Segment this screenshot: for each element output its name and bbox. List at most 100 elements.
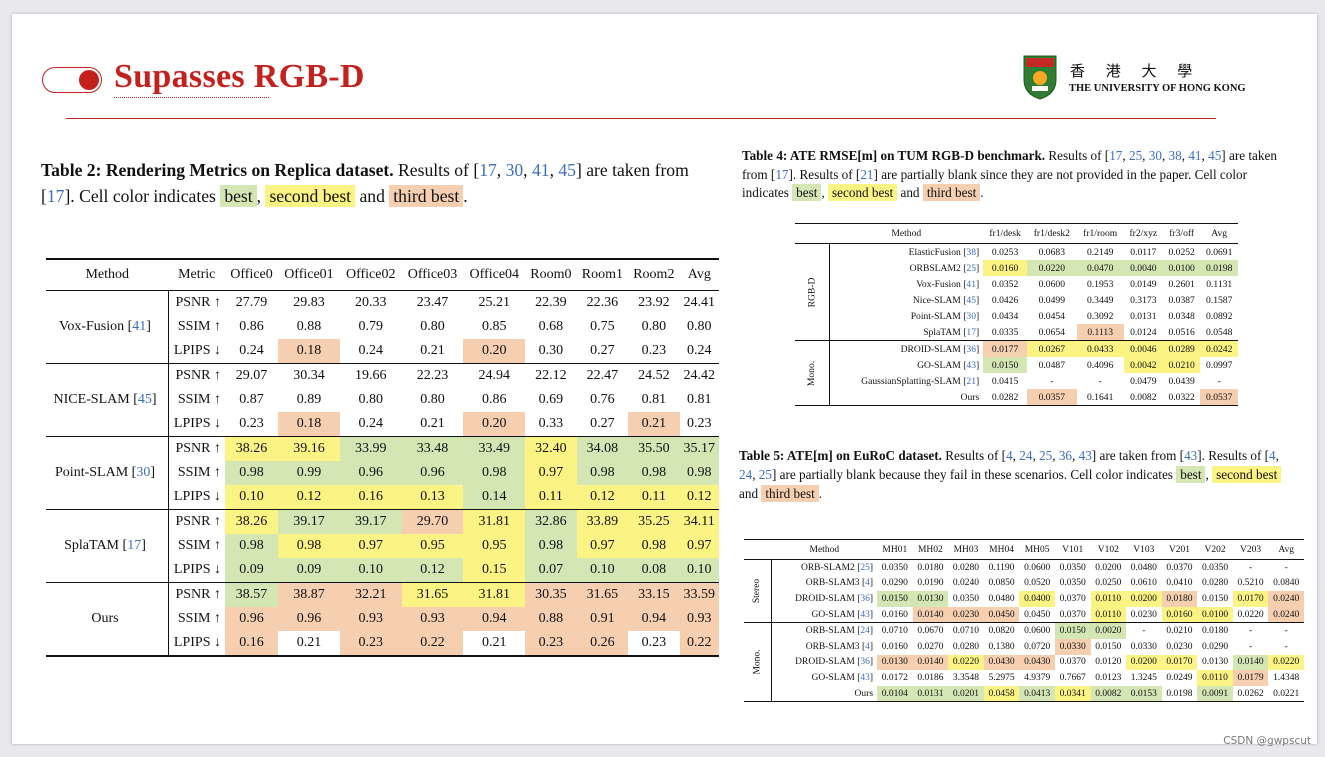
method-name: ORB-SLAM3 bbox=[805, 641, 860, 652]
value-cell: 0.0046 bbox=[1123, 340, 1163, 357]
value-cell: 38.26 bbox=[225, 436, 279, 461]
group-label-cell: Stereo bbox=[744, 559, 773, 623]
value-cell: 0.0335 bbox=[991, 326, 1019, 338]
citation-ref: 38 bbox=[1168, 148, 1182, 163]
value-cell: 0.89 bbox=[296, 392, 322, 407]
method-name: ElasticFusion bbox=[908, 246, 961, 258]
legend-third-best: third best bbox=[389, 184, 464, 207]
metric-cell: LPIPS ↓ bbox=[173, 416, 221, 431]
value-cell: 38.87 bbox=[278, 582, 340, 607]
value-cell: 0.33 bbox=[538, 416, 564, 431]
value-cell: 0.0250 bbox=[1095, 578, 1122, 589]
value-cell: 0.07 bbox=[525, 558, 577, 583]
caption-text: and bbox=[355, 185, 390, 206]
value-cell: 0.0150 bbox=[983, 357, 1027, 373]
caption-text: ] are taken from [ bbox=[742, 148, 1277, 182]
citation-ref: 43 bbox=[1184, 448, 1198, 463]
value-cell: 0.0683 bbox=[1038, 246, 1065, 258]
value-cell: - bbox=[1249, 562, 1253, 573]
table-row: Point-SLAM [30] PSNR ↑ 38.26 39.16 33.99 33.4… bbox=[46, 436, 719, 510]
table-row: Ours 0.0282 0.0357 0.1641 0.0082 0.0322 0.0537 bbox=[795, 389, 1238, 406]
value-cell: 0.91 bbox=[576, 607, 629, 631]
value-cell: 0.0400 bbox=[1019, 591, 1055, 607]
value-cell: 0.0230 bbox=[1166, 641, 1193, 652]
value-cell: 0.0180 bbox=[1161, 591, 1198, 607]
value-cell: 0.0282 bbox=[991, 391, 1019, 403]
value-cell: 0.0150 bbox=[877, 591, 913, 607]
table-row: RGB-D ElasticFusion [38] 0.0253 0.0683 0.214… bbox=[795, 243, 1238, 341]
value-cell: 0.0370 bbox=[1059, 657, 1086, 668]
value-cell: 0.16 bbox=[339, 485, 402, 510]
column-header: fr1/room bbox=[1083, 228, 1118, 239]
value-cell: - bbox=[1249, 626, 1253, 637]
value-cell: 30.34 bbox=[293, 368, 325, 383]
citation-ref: 17 bbox=[479, 160, 497, 180]
method-cell: DROID-SLAM [36] bbox=[795, 593, 874, 604]
value-cell: 0.0150 bbox=[1095, 641, 1122, 652]
value-cell: 29.70 bbox=[401, 509, 464, 534]
legend-third-best: third best bbox=[922, 184, 981, 202]
value-cell: 20.33 bbox=[354, 295, 387, 310]
title-divider bbox=[66, 118, 1216, 119]
value-cell: 25.21 bbox=[478, 295, 511, 310]
column-header: fr3/off bbox=[1169, 228, 1195, 239]
value-cell: 0.23 bbox=[687, 416, 712, 431]
value-cell: 0.0179 bbox=[1232, 670, 1269, 686]
method-cell: GaussianSplatting-SLAM [21] bbox=[861, 375, 980, 387]
value-cell: 0.0280 bbox=[952, 641, 980, 652]
legend-third-best: third best bbox=[761, 485, 819, 502]
metric-cell: LPIPS ↓ bbox=[173, 562, 221, 577]
value-cell: 0.0180 bbox=[1201, 626, 1229, 637]
value-cell: 0.15 bbox=[463, 558, 526, 583]
group-label: RGB-D bbox=[806, 277, 818, 307]
value-cell: 0.0160 bbox=[983, 260, 1027, 276]
value-cell: 1.3245 bbox=[1130, 672, 1157, 683]
value-cell: 0.0220 bbox=[1026, 260, 1077, 276]
column-header: MH04 bbox=[989, 544, 1014, 555]
value-cell: 0.1641 bbox=[1086, 391, 1114, 403]
value-cell: 0.0357 bbox=[1026, 389, 1077, 406]
value-cell: 0.0691 bbox=[1206, 246, 1233, 258]
table-row: SplaTAM [17] PSNR ↑ 38.26 39.17 39.17 29.70 31… bbox=[46, 509, 719, 583]
value-cell: 0.21 bbox=[482, 635, 507, 650]
citation-ref: 41 bbox=[966, 278, 976, 290]
caption-text: ]. Results of [ bbox=[1197, 448, 1270, 463]
citation-ref: 4 bbox=[865, 641, 870, 652]
method-cell: ORB-SLAM [24] bbox=[805, 626, 874, 637]
hku-crest-icon bbox=[1023, 55, 1057, 100]
value-cell: 0.23 bbox=[641, 635, 667, 650]
table-row: ORB-SLAM3 [4] 0.0160 0.0270 0.0280 0.1380 0.0… bbox=[744, 638, 1304, 655]
citation-ref: 45 bbox=[966, 294, 976, 306]
value-cell: 27.79 bbox=[235, 295, 268, 310]
legend-second-best: second best bbox=[265, 184, 356, 207]
citation-ref: 43 bbox=[1078, 448, 1092, 463]
caption-text: ]. Results of [ bbox=[788, 166, 861, 182]
value-cell: 0.0516 bbox=[1168, 326, 1195, 338]
column-header: Room1 bbox=[581, 267, 623, 282]
value-cell: 0.1131 bbox=[1206, 278, 1233, 290]
value-cell: 0.0413 bbox=[1019, 685, 1055, 702]
table5-caption: Table 5: ATE[m] on EuRoC dataset. Result… bbox=[739, 446, 1295, 503]
value-cell: 0.0267 bbox=[1026, 340, 1077, 357]
value-cell: 0.0480 bbox=[1130, 562, 1157, 573]
caption-text: ] are taken from [ bbox=[1091, 448, 1185, 463]
value-cell: 0.0240 bbox=[952, 578, 980, 589]
value-cell: 33.59 bbox=[679, 582, 719, 607]
value-cell: 31.65 bbox=[401, 582, 464, 607]
method-name: Point-SLAM bbox=[910, 310, 961, 322]
value-cell: 5.2975 bbox=[988, 672, 1015, 683]
column-header: Avg bbox=[1211, 228, 1228, 239]
caption-title: Table 5: ATE[m] on EuRoC dataset. bbox=[739, 448, 942, 463]
value-cell: 0.1587 bbox=[1206, 294, 1233, 306]
value-cell: 0.81 bbox=[687, 392, 712, 407]
value-cell: 0.14 bbox=[463, 485, 526, 510]
value-cell: 0.97 bbox=[679, 534, 719, 558]
value-cell: 0.0654 bbox=[1038, 326, 1065, 338]
value-cell: 29.07 bbox=[235, 368, 268, 383]
table2-rendering-metrics: Method Metric Office0 Office01 Office02 Offic… bbox=[46, 258, 719, 657]
value-cell: 34.11 bbox=[679, 509, 719, 534]
metric-cell: SSIM ↑ bbox=[177, 611, 221, 626]
value-cell: - bbox=[1098, 375, 1102, 387]
table-row: SSIM ↑ 0.98 0.99 0.96 0.96 0.98 0.97 0.98 0.98 0.… bbox=[46, 461, 719, 485]
value-cell: 0.0600 bbox=[1024, 562, 1051, 573]
